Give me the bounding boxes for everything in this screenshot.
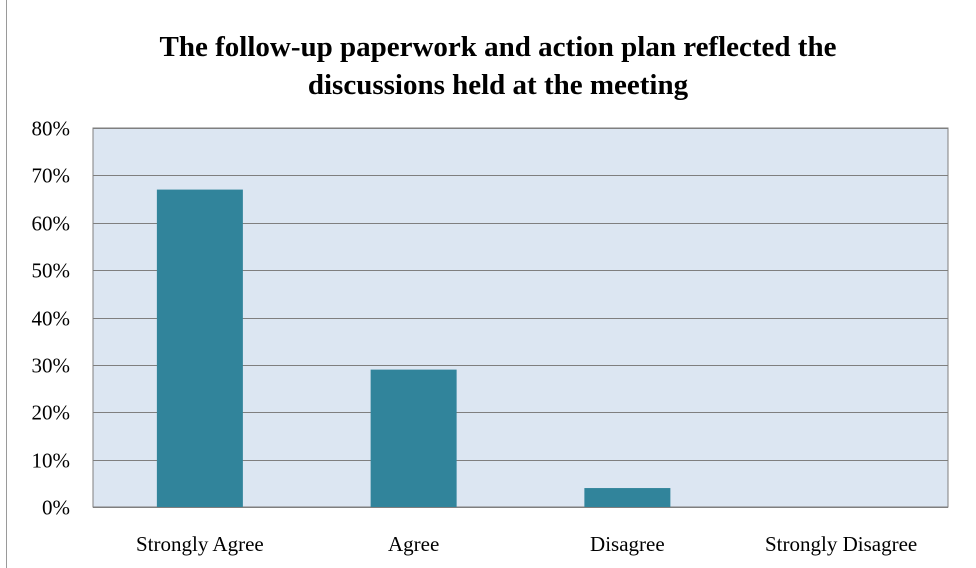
- y-tick-label: 10%: [32, 449, 71, 473]
- x-category-label: Agree: [388, 532, 439, 556]
- x-category-label: Strongly Agree: [136, 532, 264, 556]
- y-tick-label: 20%: [32, 401, 71, 425]
- x-category-label: Strongly Disagree: [765, 532, 917, 556]
- x-category-label: Disagree: [590, 532, 665, 556]
- y-tick-label: 30%: [32, 354, 71, 378]
- y-axis-tick-labels: 0% 10% 20% 30% 40% 50% 60% 70% 80%: [32, 117, 71, 520]
- y-tick-label: 0%: [42, 496, 70, 520]
- chart-title: The follow-up paperwork and action plan …: [20, 28, 976, 104]
- x-axis-category-labels: Strongly Agree Agree Disagree Strongly Disa…: [136, 532, 917, 556]
- chart-title-line-1: The follow-up paperwork and action plan …: [159, 31, 837, 63]
- y-tick-label: 70%: [32, 164, 71, 188]
- bar-agree: [370, 369, 457, 507]
- left-border-rule: [6, 0, 7, 568]
- chart-title-line-2: discussions held at the meeting: [307, 69, 689, 101]
- y-tick-label: 40%: [32, 307, 71, 331]
- y-tick-label: 60%: [32, 212, 71, 236]
- bars: [156, 189, 671, 507]
- y-tick-label: 80%: [32, 117, 71, 141]
- bar-strongly-agree: [156, 189, 243, 507]
- y-tick-label: 50%: [32, 259, 71, 283]
- bar-disagree: [584, 488, 671, 507]
